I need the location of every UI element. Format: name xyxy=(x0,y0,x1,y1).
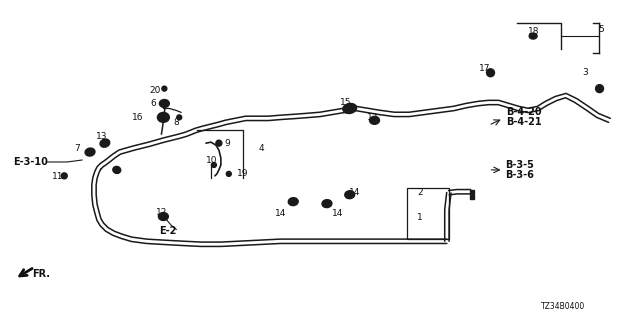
Text: E-2: E-2 xyxy=(159,226,177,236)
Bar xyxy=(470,190,474,194)
Text: 9: 9 xyxy=(225,139,230,148)
Text: 12: 12 xyxy=(156,208,168,217)
Ellipse shape xyxy=(345,191,355,199)
Circle shape xyxy=(162,86,167,91)
Text: 7: 7 xyxy=(74,144,80,153)
Text: 17: 17 xyxy=(479,64,490,73)
Text: 14: 14 xyxy=(275,209,287,218)
Circle shape xyxy=(177,115,182,120)
Circle shape xyxy=(211,163,216,167)
Ellipse shape xyxy=(369,116,380,124)
Ellipse shape xyxy=(157,112,170,122)
Text: 12: 12 xyxy=(367,113,378,122)
Text: 13: 13 xyxy=(96,132,108,141)
Text: FR.: FR. xyxy=(33,269,51,279)
Text: 14: 14 xyxy=(349,188,360,197)
Text: 8: 8 xyxy=(173,118,179,127)
Text: 15: 15 xyxy=(340,98,351,107)
Text: 16: 16 xyxy=(132,113,143,122)
Text: 20: 20 xyxy=(150,86,161,95)
Bar xyxy=(407,188,449,239)
Text: 18: 18 xyxy=(528,27,540,36)
Text: B-3-6: B-3-6 xyxy=(506,170,534,180)
Bar xyxy=(470,195,474,199)
Ellipse shape xyxy=(343,103,356,114)
Ellipse shape xyxy=(113,166,121,173)
Ellipse shape xyxy=(100,139,109,147)
Text: 3: 3 xyxy=(582,68,588,77)
Ellipse shape xyxy=(159,100,170,108)
Ellipse shape xyxy=(288,198,298,206)
Text: B-4-20: B-4-20 xyxy=(506,108,542,117)
Ellipse shape xyxy=(486,69,495,77)
Text: 1: 1 xyxy=(417,213,423,222)
Text: 4: 4 xyxy=(259,144,264,153)
Ellipse shape xyxy=(322,200,332,208)
Ellipse shape xyxy=(159,212,168,220)
Circle shape xyxy=(216,140,222,146)
Text: TZ34B0400: TZ34B0400 xyxy=(541,302,586,311)
Text: 11: 11 xyxy=(52,172,64,181)
Text: 5: 5 xyxy=(598,25,604,34)
Ellipse shape xyxy=(529,33,537,39)
Text: 14: 14 xyxy=(332,209,343,218)
Text: B-4-21: B-4-21 xyxy=(506,117,542,127)
Text: 19: 19 xyxy=(237,169,248,178)
Ellipse shape xyxy=(596,85,604,92)
Text: E-3-10: E-3-10 xyxy=(13,157,47,167)
Text: 8: 8 xyxy=(114,167,120,176)
Text: B-3-5: B-3-5 xyxy=(506,160,534,170)
Text: 6: 6 xyxy=(150,99,156,108)
Ellipse shape xyxy=(85,148,95,156)
Text: 10: 10 xyxy=(206,156,218,164)
Text: 2: 2 xyxy=(417,188,423,197)
Circle shape xyxy=(61,173,67,179)
Circle shape xyxy=(227,172,231,176)
